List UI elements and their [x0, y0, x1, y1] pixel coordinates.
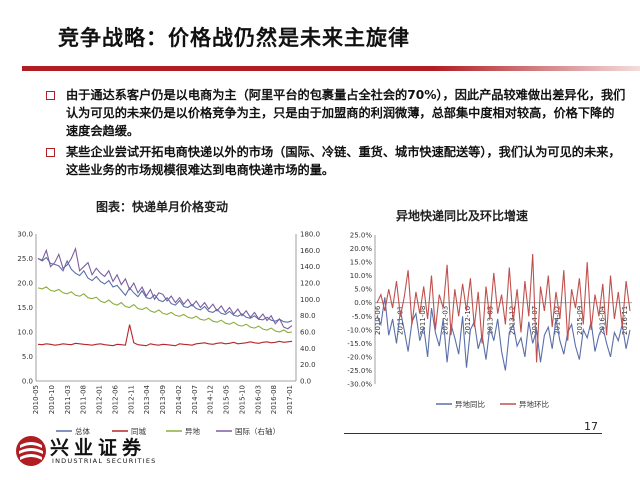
y-right-tick-label: 80.0 — [300, 312, 316, 320]
x-tick-label: 2013-04 — [143, 384, 151, 414]
legend-label: 总体 — [75, 426, 90, 436]
logo-english-name: INDUSTRIAL SECURITIES — [52, 457, 157, 465]
x-tick-label: 2016-04 — [599, 305, 607, 335]
y-tick-label: -25.0% — [347, 367, 372, 375]
y-tick-label: 15.0 — [17, 304, 33, 312]
x-tick-label: 2011-01 — [396, 306, 404, 335]
x-tick-label: 2014-12 — [207, 385, 215, 414]
legend-label: 同城 — [131, 427, 146, 436]
left-chart-title: 图表：快递单月价格变动 — [96, 200, 229, 214]
square-bullet-icon — [46, 148, 55, 157]
y-right-tick-label: 20.0 — [300, 361, 316, 369]
y-tick-label: 0.0 — [22, 378, 33, 386]
y-tick-label: 0.0% — [354, 299, 372, 307]
y-tick-label: -5.0% — [352, 313, 373, 321]
series-line — [37, 256, 293, 323]
x-tick-label: 2012-11 — [127, 385, 135, 414]
series-line — [376, 253, 631, 363]
y-tick-label: 25.0 — [17, 255, 33, 263]
x-tick-label: 2013-09 — [159, 385, 167, 414]
x-tick-label: 2015-09 — [576, 306, 584, 335]
page-title: 竞争战略：价格战仍然是未来主旋律 — [58, 26, 410, 50]
x-tick-label: 2014-07 — [191, 385, 199, 414]
x-tick-label: 2014-02 — [175, 385, 183, 414]
y-right-tick-label: 120.0 — [300, 280, 320, 288]
page-number: 17 — [584, 420, 598, 433]
x-tick-label: 2011-03 — [64, 385, 72, 414]
y-tick-label: 5.0 — [22, 353, 33, 361]
legend-label: 异地同比 — [455, 399, 485, 409]
x-tick-label: 2015-05 — [223, 385, 231, 414]
x-tick-label: 2016-11 — [621, 306, 629, 335]
y-right-tick-label: 60.0 — [300, 329, 316, 337]
title-rule-fade — [434, 66, 640, 71]
x-tick-label: 2012-01 — [96, 385, 104, 414]
y-tick-label: 15.0% — [350, 259, 373, 267]
x-tick-label: 2010-05 — [32, 385, 40, 414]
legend-label: 国际（右轴） — [235, 426, 280, 436]
x-tick-label: 2013-05 — [486, 306, 494, 335]
x-tick-label: 2012-03 — [441, 306, 449, 335]
right-chart-title: 异地快递同比及环比增速 — [396, 209, 529, 223]
series-line — [376, 297, 631, 371]
series-line — [37, 286, 293, 334]
x-tick-label: 2015-10 — [238, 385, 246, 414]
y-right-tick-label: 100.0 — [300, 296, 320, 304]
x-tick-label: 2016-03 — [254, 385, 262, 414]
legend-label: 异地 — [185, 426, 200, 436]
y-right-tick-label: 160.0 — [300, 247, 320, 255]
y-tick-label: -20.0% — [347, 353, 372, 361]
title-rule — [22, 66, 434, 71]
y-tick-label: 5.0% — [354, 286, 372, 294]
y-tick-label: 25.0% — [350, 232, 373, 240]
logo-mark-icon — [16, 436, 46, 466]
series-line — [37, 324, 293, 347]
bullet-list: 由于通达系客户仍是以电商为主（阿里平台的包裹量占全社会的70%），因此产品较难做… — [44, 86, 626, 182]
x-tick-label: 2010-10 — [48, 385, 56, 414]
x-tick-label: 2016-08 — [270, 385, 278, 414]
square-bullet-icon — [46, 91, 55, 100]
bullet-item: 由于通达系客户仍是以电商为主（阿里平台的包裹量占全社会的70%），因此产品较难做… — [44, 86, 626, 140]
x-tick-label: 2017-01 — [286, 385, 294, 414]
x-tick-label: 2012-06 — [111, 384, 119, 414]
y-tick-label: -10.0% — [347, 326, 372, 334]
x-tick-label: 2014-02 — [554, 306, 562, 335]
x-tick-label: 2012-10 — [464, 306, 472, 335]
legend-label: 异地环比 — [519, 399, 549, 409]
company-logo: 兴业证券 INDUSTRIAL SECURITIES — [12, 432, 192, 472]
y-tick-label: 20.0 — [17, 280, 33, 288]
bullet-text: 某些企业尝试开拓电商快递以外的市场（国际、冷链、重货、城市快速配送等），我们认为… — [66, 145, 621, 177]
y-right-tick-label: 140.0 — [300, 263, 320, 271]
y-tick-label: 10.0% — [350, 272, 373, 280]
series-line — [37, 246, 293, 330]
x-tick-label: 2011-08 — [419, 306, 427, 335]
y-tick-label: 20.0% — [350, 245, 373, 253]
y-tick-label: 30.0 — [17, 231, 33, 239]
logo-name: 兴业证券 — [50, 437, 147, 459]
y-tick-label: 10.0 — [17, 329, 33, 337]
y-right-tick-label: 180.0 — [300, 231, 320, 239]
bullet-text: 由于通达系客户仍是以电商为主（阿里平台的包裹量占全社会的70%），因此产品较难做… — [66, 88, 626, 138]
y-right-tick-label: 0.0 — [300, 378, 311, 386]
y-tick-label: -15.0% — [347, 340, 372, 348]
y-tick-label: -30.0% — [347, 381, 372, 389]
x-tick-label: 2011-08 — [80, 385, 88, 414]
x-tick-label: 2010-06 — [374, 305, 382, 335]
footer-rule — [344, 433, 602, 434]
y-right-tick-label: 40.0 — [300, 345, 316, 353]
bullet-item: 某些企业尝试开拓电商快递以外的市场（国际、冷链、重货、城市快速配送等），我们认为… — [44, 143, 626, 179]
